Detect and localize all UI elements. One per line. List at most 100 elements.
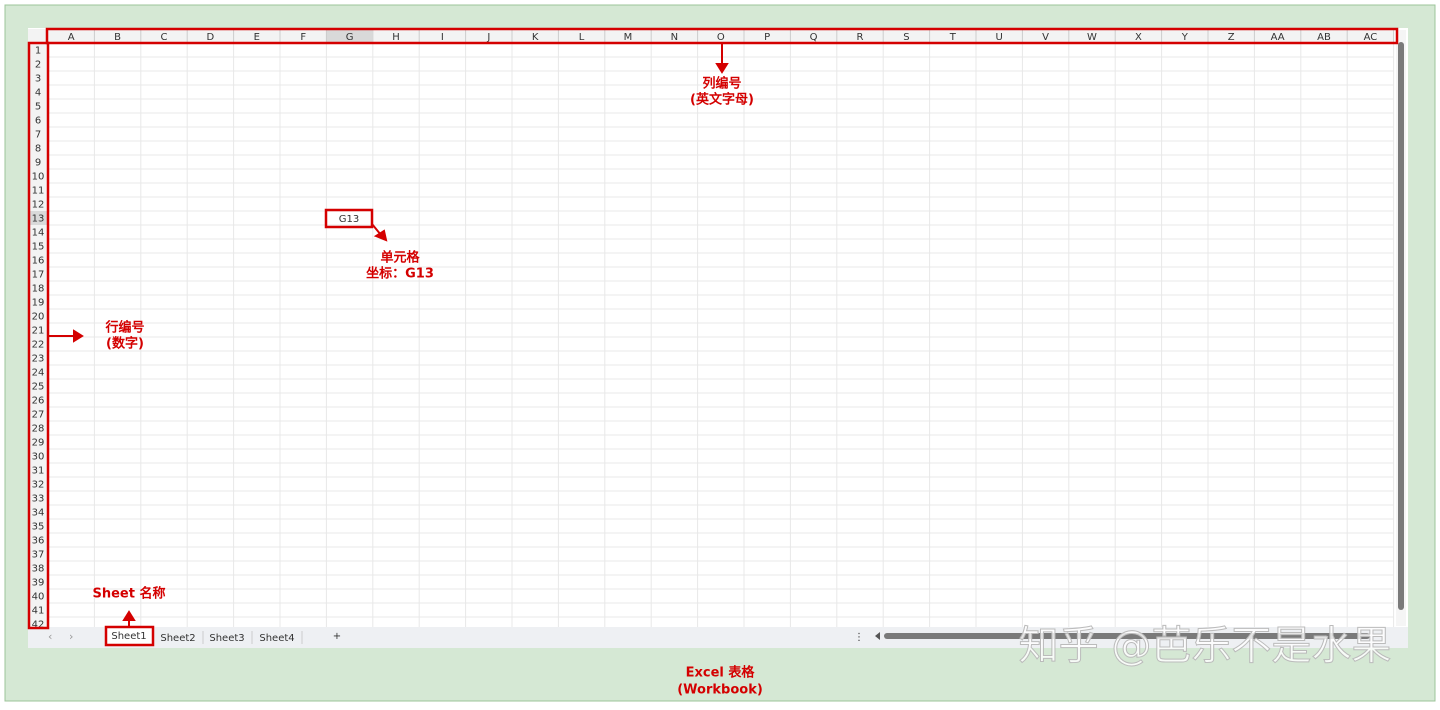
- annotation: Excel 表格: [686, 665, 756, 681]
- vertical-scrollbar[interactable]: [1398, 42, 1404, 610]
- row-header[interactable]: 22: [32, 340, 45, 351]
- tab-bar: [28, 627, 1408, 648]
- column-header[interactable]: W: [1087, 32, 1097, 43]
- scroll-left[interactable]: [875, 632, 880, 640]
- column-header[interactable]: U: [996, 32, 1003, 43]
- row-header[interactable]: 6: [35, 116, 41, 127]
- column-header[interactable]: F: [300, 32, 306, 43]
- column-header[interactable]: J: [486, 32, 490, 43]
- row-header[interactable]: 31: [32, 466, 45, 477]
- row-header[interactable]: 19: [32, 298, 45, 309]
- column-header[interactable]: AC: [1364, 32, 1378, 43]
- column-header[interactable]: O: [717, 32, 725, 43]
- row-header[interactable]: 40: [32, 592, 45, 603]
- row-header[interactable]: 7: [35, 130, 41, 141]
- row-header[interactable]: 27: [32, 410, 45, 421]
- column-header[interactable]: E: [254, 32, 260, 43]
- row-header[interactable]: 30: [32, 452, 45, 463]
- row-header[interactable]: 1: [35, 46, 41, 57]
- row-header[interactable]: 10: [32, 172, 45, 183]
- annotation: 行编号: [104, 320, 144, 336]
- column-header[interactable]: M: [624, 32, 633, 43]
- row-header[interactable]: 28: [32, 424, 45, 435]
- add-sheet[interactable]: +: [333, 631, 341, 642]
- column-header[interactable]: Y: [1181, 32, 1189, 43]
- active-tab: [106, 627, 153, 645]
- column-header[interactable]: Z: [1228, 32, 1235, 43]
- next-sheet[interactable]: ›: [69, 630, 73, 643]
- row-header[interactable]: 39: [32, 578, 45, 589]
- column-header[interactable]: AA: [1271, 32, 1285, 43]
- column-header[interactable]: P: [764, 32, 770, 43]
- row-header[interactable]: 17: [32, 270, 45, 281]
- column-header[interactable]: H: [392, 32, 400, 43]
- row-header[interactable]: 34: [32, 508, 45, 519]
- column-header[interactable]: X: [1135, 32, 1142, 43]
- row-header[interactable]: 23: [32, 354, 45, 365]
- row-header[interactable]: 41: [32, 606, 45, 617]
- row-header[interactable]: 5: [35, 102, 41, 113]
- annotation-arrows: [48, 43, 729, 627]
- row-header[interactable]: 9: [35, 158, 41, 169]
- watermark: 知乎 @芭乐不是水果: [1019, 623, 1392, 669]
- annotation: 坐标：G13: [366, 266, 434, 282]
- row-header[interactable]: 18: [32, 284, 45, 295]
- column-header-bar: [28, 29, 1394, 43]
- sheet-tab[interactable]: Sheet4: [259, 633, 294, 644]
- sheet-tab[interactable]: Sheet1: [111, 631, 146, 642]
- annotation: (数字): [106, 336, 144, 352]
- column-header[interactable]: D: [207, 32, 215, 43]
- column-header[interactable]: B: [114, 32, 121, 43]
- row-header[interactable]: 4: [35, 88, 41, 99]
- sheet-area: [28, 28, 1408, 648]
- row-header[interactable]: 15: [32, 242, 45, 253]
- column-header[interactable]: S: [903, 32, 909, 43]
- annotation: 单元格: [380, 250, 420, 266]
- row-header-bar: [28, 43, 48, 628]
- column-header[interactable]: L: [579, 32, 585, 43]
- row-header[interactable]: 12: [32, 200, 45, 211]
- row-header[interactable]: 3: [35, 74, 41, 85]
- row-header[interactable]: 8: [35, 144, 41, 155]
- column-header[interactable]: C: [161, 32, 168, 43]
- tab-menu[interactable]: ⋮: [854, 632, 864, 643]
- column-header[interactable]: K: [532, 32, 539, 43]
- column-header[interactable]: Q: [810, 32, 818, 43]
- cell-text[interactable]: G13: [339, 214, 359, 225]
- sheet-tab[interactable]: Sheet2: [160, 633, 195, 644]
- row-header[interactable]: 26: [32, 396, 45, 407]
- column-header[interactable]: V: [1042, 32, 1049, 43]
- row-header[interactable]: 13: [32, 214, 45, 225]
- row-header[interactable]: 37: [32, 550, 45, 561]
- row-header[interactable]: 38: [32, 564, 45, 575]
- horizontal-scrollbar[interactable]: [884, 633, 1370, 639]
- sheet-tab[interactable]: Sheet3: [209, 633, 244, 644]
- row-header[interactable]: 25: [32, 382, 45, 393]
- annotation: (Workbook): [677, 683, 763, 698]
- selected-row: [28, 211, 48, 225]
- row-header[interactable]: 42: [32, 620, 45, 631]
- row-header[interactable]: 11: [32, 186, 45, 197]
- row-header[interactable]: 24: [32, 368, 45, 379]
- column-header[interactable]: I: [441, 32, 444, 43]
- column-header[interactable]: G: [346, 32, 354, 43]
- column-header[interactable]: N: [671, 32, 678, 43]
- row-header[interactable]: 2: [35, 60, 41, 71]
- annotation: (英文字母): [690, 92, 754, 108]
- row-header[interactable]: 32: [32, 480, 45, 491]
- annotation: Sheet 名称: [93, 586, 166, 602]
- row-header[interactable]: 35: [32, 522, 45, 533]
- row-header[interactable]: 14: [32, 228, 45, 239]
- row-header[interactable]: 33: [32, 494, 45, 505]
- row-header[interactable]: 16: [32, 256, 45, 267]
- row-header[interactable]: 21: [32, 326, 45, 337]
- prev-sheet[interactable]: ‹: [48, 630, 52, 643]
- row-header[interactable]: 36: [32, 536, 45, 547]
- row-header[interactable]: 29: [32, 438, 45, 449]
- column-header[interactable]: A: [68, 32, 75, 43]
- row-header[interactable]: 20: [32, 312, 45, 323]
- column-header[interactable]: T: [949, 32, 957, 43]
- column-header[interactable]: R: [857, 32, 864, 43]
- column-header[interactable]: AB: [1317, 32, 1331, 43]
